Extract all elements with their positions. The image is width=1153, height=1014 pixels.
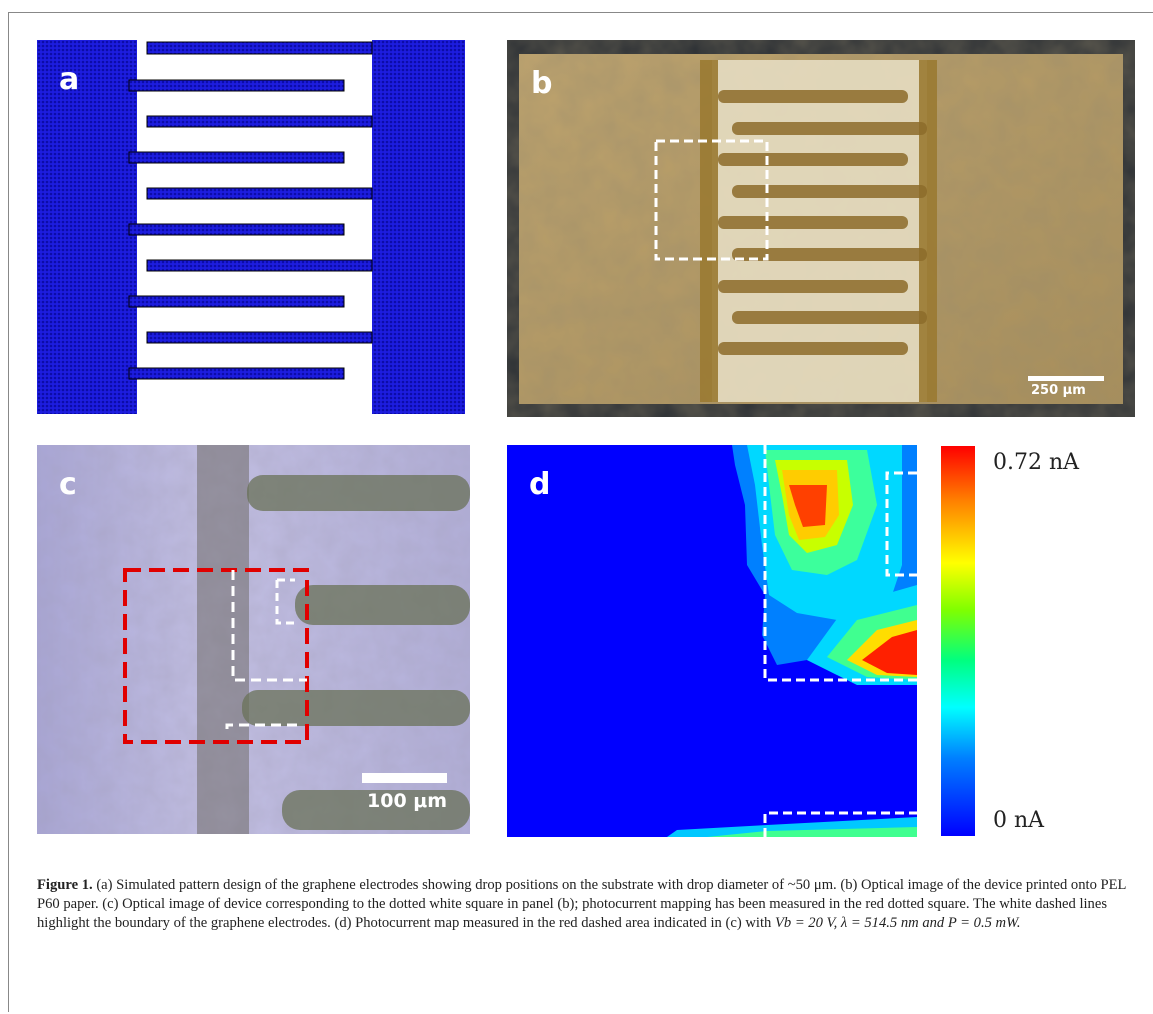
panel-b-label: b bbox=[531, 66, 553, 101]
panel-a-svg bbox=[37, 40, 465, 414]
panel-c-svg bbox=[37, 445, 470, 834]
frame-left-rule bbox=[8, 12, 9, 1012]
panel-a-label: a bbox=[59, 62, 80, 97]
electrode-bus-strip bbox=[197, 445, 249, 834]
caption-part-b: (b) Optical image of the device printed … bbox=[37, 877, 1126, 931]
colorbar-max-label: 0.72 nA bbox=[993, 450, 1080, 475]
white-boundary-1 bbox=[231, 570, 307, 682]
panel-b-scale-text: 250 μm bbox=[1031, 383, 1086, 398]
caption-part-a: (a) Simulated pattern design of the grap… bbox=[92, 877, 788, 893]
panel-d-svg bbox=[507, 445, 917, 837]
white-boundary-right bbox=[885, 471, 917, 577]
caption-conditions: Vb = 20 V, λ = 514.5 nm and P = 0.5 mW. bbox=[774, 915, 1021, 931]
panel-a-pattern: a bbox=[37, 40, 465, 414]
white-dotted-square bbox=[654, 139, 769, 261]
panel-b-scale-bar bbox=[1028, 376, 1104, 381]
figure-caption: Figure 1. (a) Simulated pattern design o… bbox=[37, 876, 1137, 933]
caption-diameter: ~50 μm. bbox=[787, 877, 837, 893]
right-fingers bbox=[146, 115, 373, 344]
right-electrode bbox=[372, 40, 465, 414]
white-boundary-main bbox=[763, 445, 917, 682]
left-bus-line bbox=[700, 60, 718, 402]
panel-d-photocurrent-map: d bbox=[507, 445, 917, 837]
panel-b-optical: b 250 μm bbox=[507, 40, 1135, 417]
panel-c-optical: c 100 μm bbox=[37, 445, 470, 834]
panel-c-fingers bbox=[242, 475, 470, 830]
panel-c-scale-text: 100 μm bbox=[367, 790, 448, 812]
right-bus-line bbox=[919, 60, 937, 402]
left-electrode bbox=[37, 40, 99, 414]
colorbar-min-label: 0 nA bbox=[993, 808, 1045, 833]
white-boundary-2 bbox=[275, 578, 295, 625]
panel-b-svg bbox=[519, 54, 1123, 404]
panel-c-label: c bbox=[59, 467, 77, 502]
heatmap-right-blob bbox=[807, 585, 917, 685]
caption-figure-label: Figure 1. bbox=[37, 877, 93, 893]
left-fingers bbox=[99, 40, 345, 414]
panel-d-label: d bbox=[529, 467, 551, 502]
printed-fingers bbox=[718, 90, 927, 355]
white-boundary-bottom bbox=[763, 811, 917, 837]
frame-top-rule bbox=[8, 12, 1153, 13]
white-boundary-3 bbox=[225, 723, 299, 729]
red-dashed-square bbox=[123, 568, 309, 744]
photocurrent-colorbar bbox=[941, 446, 975, 836]
heatmap-bottom-strip-2 bbox=[707, 827, 917, 837]
panel-c-scale-bar bbox=[362, 773, 447, 783]
top-bus bbox=[146, 41, 373, 55]
